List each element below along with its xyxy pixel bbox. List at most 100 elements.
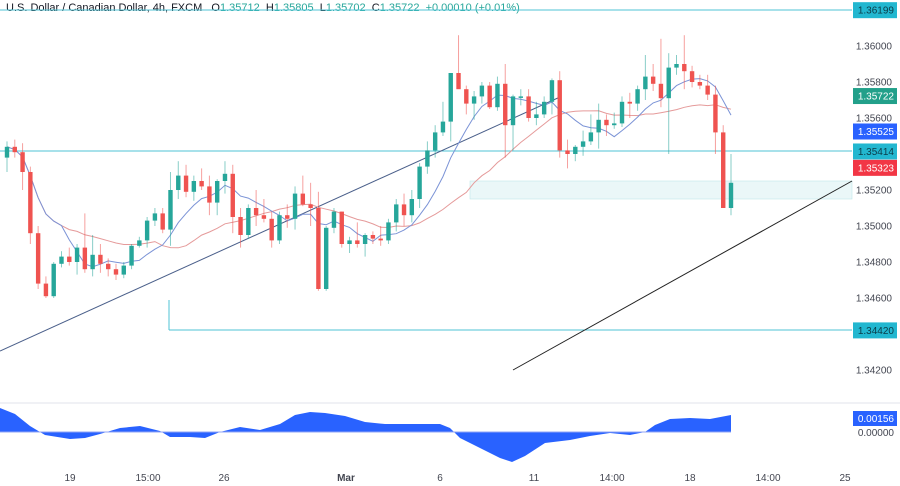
candle bbox=[409, 190, 415, 223]
low-value: 1.35702 bbox=[325, 2, 366, 14]
price-tick: 1.35600 bbox=[856, 114, 893, 125]
candlestick-series bbox=[4, 35, 734, 298]
candle bbox=[137, 236, 142, 248]
price-axis[interactable]: 1.36000 1.35800 1.35600 1.35200 1.35000 1.348… bbox=[853, 2, 897, 439]
time-tick: 15:00 bbox=[135, 473, 160, 484]
candle bbox=[401, 193, 407, 226]
candle bbox=[214, 179, 220, 216]
candle bbox=[323, 226, 329, 291]
candle bbox=[168, 172, 173, 246]
candle bbox=[191, 175, 197, 201]
oscillator-badge: 0.00156 bbox=[853, 411, 897, 426]
time-tick: 11 bbox=[529, 473, 540, 484]
candle bbox=[549, 78, 555, 115]
candle bbox=[176, 161, 181, 199]
time-axis[interactable]: 19 15:00 26 Mar 6 11 14:00 18 14:00 25 bbox=[64, 473, 851, 484]
candle bbox=[588, 114, 594, 145]
price-badge-level: 1.36199 bbox=[853, 2, 897, 19]
candle bbox=[674, 55, 679, 75]
time-tick: 6 bbox=[437, 473, 443, 484]
svg-text:1.34420: 1.34420 bbox=[858, 326, 895, 337]
candle bbox=[20, 143, 25, 190]
time-tick: 26 bbox=[218, 473, 230, 484]
candle bbox=[106, 258, 111, 277]
candle bbox=[230, 164, 235, 234]
high-value: 1.35805 bbox=[273, 2, 314, 14]
candle bbox=[565, 139, 570, 169]
oscillator-zero-label: 0.00000 bbox=[858, 428, 895, 439]
candle bbox=[503, 64, 508, 158]
chart-header: U.S. Dollar / Canadian Dollar, 4h, FXCM … bbox=[6, 2, 520, 14]
change-value: +0.00010 (+0.01%) bbox=[425, 2, 520, 14]
candle bbox=[440, 101, 446, 136]
candle bbox=[277, 211, 282, 244]
open-label: O bbox=[211, 2, 220, 14]
candle bbox=[183, 164, 189, 198]
time-tick: 18 bbox=[684, 473, 696, 484]
svg-text:0.00156: 0.00156 bbox=[858, 414, 895, 425]
candle bbox=[246, 204, 251, 239]
candle bbox=[51, 262, 56, 298]
candle bbox=[35, 226, 41, 289]
candle bbox=[425, 141, 430, 174]
candle bbox=[557, 71, 562, 158]
price-tick: 1.34200 bbox=[856, 366, 893, 377]
high-label: H bbox=[265, 2, 274, 14]
candle bbox=[316, 191, 321, 291]
candle bbox=[650, 64, 656, 91]
price-badge-ma_slow: 1.35323 bbox=[853, 159, 897, 176]
price-badge-ma_fast: 1.35525 bbox=[853, 123, 897, 140]
candle bbox=[98, 244, 103, 273]
candle bbox=[160, 208, 165, 234]
fast-moving-average bbox=[6, 78, 732, 268]
candle bbox=[4, 141, 10, 172]
price-tick: 1.35800 bbox=[856, 78, 893, 89]
candle bbox=[471, 91, 477, 120]
close-label: C bbox=[371, 2, 380, 14]
candle bbox=[347, 236, 352, 253]
candle bbox=[331, 208, 337, 234]
price-tick: 1.36000 bbox=[856, 42, 893, 53]
candle bbox=[713, 85, 718, 154]
candle bbox=[705, 74, 710, 100]
candle bbox=[464, 85, 469, 115]
close-value: 1.35722 bbox=[379, 2, 420, 14]
candle bbox=[487, 82, 492, 109]
svg-text:1.35414: 1.35414 bbox=[858, 147, 895, 158]
candle bbox=[113, 263, 119, 280]
candle bbox=[456, 35, 461, 90]
candle bbox=[144, 217, 150, 248]
trend-line-rising-black[interactable] bbox=[512, 180, 853, 371]
candle bbox=[253, 190, 259, 226]
candle bbox=[386, 218, 391, 244]
candle bbox=[596, 103, 601, 149]
candle bbox=[635, 85, 640, 111]
price-badge-level: 1.34420 bbox=[853, 322, 897, 339]
candle bbox=[300, 175, 306, 207]
candle bbox=[580, 130, 586, 156]
candle bbox=[689, 65, 695, 88]
symbol-label: U.S. Dollar / Canadian Dollar, 4h, FXCM bbox=[6, 2, 203, 14]
candle bbox=[285, 204, 290, 228]
oscillator-histogram bbox=[0, 408, 731, 462]
time-tick: 19 bbox=[64, 473, 76, 484]
support-zone bbox=[469, 180, 853, 200]
candle bbox=[59, 251, 64, 268]
svg-text:1.35722: 1.35722 bbox=[858, 92, 895, 103]
candle bbox=[292, 186, 298, 230]
svg-text:1.36199: 1.36199 bbox=[858, 6, 895, 17]
svg-text:1.35525: 1.35525 bbox=[858, 127, 895, 138]
candle bbox=[339, 211, 344, 248]
candle bbox=[682, 35, 687, 90]
candle bbox=[643, 55, 648, 100]
candle bbox=[697, 74, 703, 90]
candle bbox=[604, 114, 609, 136]
candle bbox=[355, 222, 360, 248]
candle bbox=[573, 145, 578, 162]
candle bbox=[199, 168, 204, 190]
time-tick: 25 bbox=[839, 473, 851, 484]
candle bbox=[534, 101, 539, 126]
candle bbox=[612, 112, 617, 129]
low-label: L bbox=[319, 2, 326, 14]
